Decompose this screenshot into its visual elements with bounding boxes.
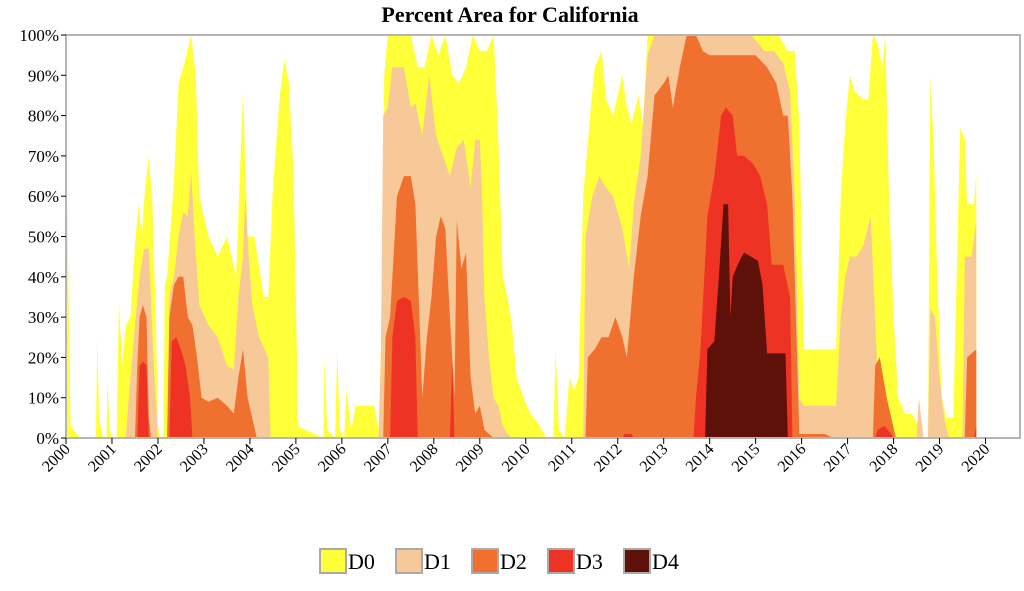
x-tick-label: 2008 (407, 441, 442, 476)
legend-item-d4: D4 (623, 548, 679, 574)
legend: D0 D1 D2 D3 D4 (319, 548, 679, 574)
y-tick-label: 50% (28, 228, 59, 247)
x-tick-label: 2003 (177, 441, 212, 476)
x-tick-label: 2020 (959, 441, 994, 476)
y-tick-label: 10% (28, 389, 59, 408)
x-tick-label: 2017 (821, 441, 856, 476)
x-tick-label: 2016 (775, 441, 810, 476)
x-tick-label: 2018 (867, 441, 902, 476)
legend-label: D2 (500, 549, 527, 574)
legend-label: D0 (348, 549, 375, 574)
x-tick-label: 2007 (361, 441, 396, 476)
legend-label: D1 (424, 549, 451, 574)
x-tick-label: 2012 (591, 441, 626, 476)
x-tick-label: 2010 (499, 441, 534, 476)
x-tick-label: 2015 (729, 441, 764, 476)
y-tick-label: 0% (36, 429, 59, 448)
legend-item-d1: D1 (395, 548, 451, 574)
x-tick-label: 2009 (453, 441, 488, 476)
y-tick-label: 30% (28, 308, 59, 327)
x-tick-label: 2005 (269, 441, 304, 476)
y-tick-label: 40% (28, 268, 59, 287)
x-tick-label: 2019 (913, 441, 948, 476)
legend-item-d3: D3 (547, 548, 603, 574)
y-tick-label: 70% (28, 147, 59, 166)
y-tick-label: 80% (28, 107, 59, 126)
legend-label: D3 (576, 549, 603, 574)
y-tick-label: 90% (28, 66, 59, 85)
x-tick-label: 2001 (85, 441, 120, 476)
x-axis: 2000 2001 2002 2003 2004 2005 2006 2007 2008 2009… (39, 438, 993, 475)
legend-swatch (547, 548, 575, 574)
x-tick-label: 2002 (131, 441, 166, 476)
x-tick-label: 2006 (315, 441, 350, 476)
legend-swatch (319, 548, 347, 574)
legend-swatch (471, 548, 499, 574)
y-tick-label: 20% (28, 348, 59, 367)
legend-item-d2: D2 (471, 548, 527, 574)
legend-swatch (623, 548, 651, 574)
area-d4 (705, 204, 788, 438)
y-axis: 0% 10% 20% 30% 40% 50% 60% 70% 80% 90% 100% (19, 26, 66, 448)
legend-label: D4 (652, 549, 679, 574)
x-tick-label: 2013 (637, 441, 672, 476)
x-tick-label: 2004 (223, 441, 258, 476)
chart-title: Percent Area for California (381, 2, 638, 27)
x-tick-label: 2014 (683, 441, 718, 476)
y-tick-label: 60% (28, 187, 59, 206)
legend-swatch (395, 548, 423, 574)
legend-item-d0: D0 (319, 548, 375, 574)
y-tick-label: 100% (19, 26, 59, 45)
x-tick-label: 2011 (545, 441, 579, 475)
plot-areas (66, 35, 977, 438)
